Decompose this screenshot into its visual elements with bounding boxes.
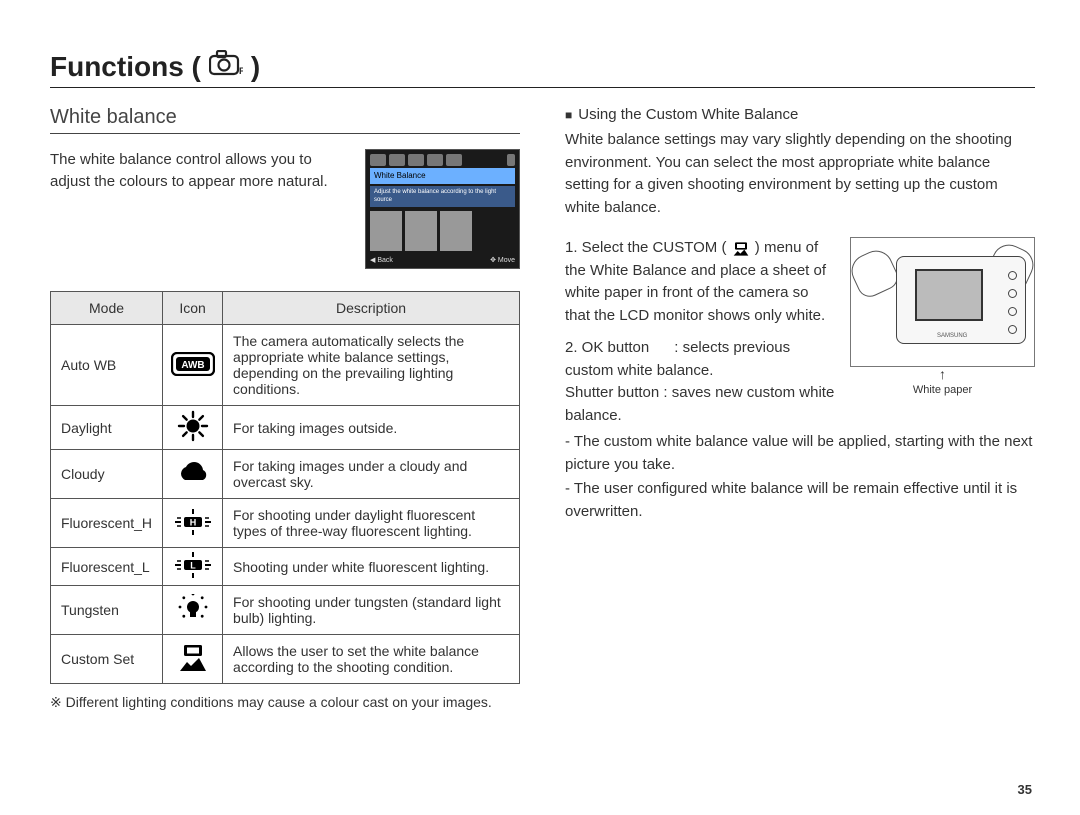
step-3: Shutter button : saves new custom white … [565, 382, 835, 427]
cell-desc: For taking images under a cloudy and ove… [223, 450, 520, 499]
table-row: Cloudy For taking images under a cloudy … [51, 450, 520, 499]
lcd-row-label: White Balance [370, 168, 515, 184]
title-text: Functions ( [50, 51, 201, 83]
table-footnote: ※ Different lighting conditions may caus… [50, 694, 520, 711]
right-column: Using the Custom White Balance White bal… [565, 106, 1035, 711]
cloud-icon [175, 461, 211, 488]
camera-figure: SAMSUNG ↑ White paper [850, 237, 1035, 427]
lcd-row-hint: Adjust the white balance according to th… [370, 186, 515, 207]
fluoL-icon: L [173, 552, 213, 581]
svg-text:H: H [189, 517, 196, 527]
cell-icon: AWB [163, 325, 223, 406]
th-mode: Mode [51, 292, 163, 325]
table-row: Custom Set Allows the user to set the wh… [51, 635, 520, 684]
table-row: Fluorescent_L L Shooting under white flu… [51, 548, 520, 586]
cell-icon [163, 406, 223, 450]
cell-mode: Fluorescent_L [51, 548, 163, 586]
sun-icon [177, 410, 209, 445]
svg-text:AWB: AWB [181, 360, 204, 371]
table-row: Fluorescent_H H For shooting under dayli… [51, 499, 520, 548]
cell-mode: Auto WB [51, 325, 163, 406]
camera-lcd-screenshot: White Balance Adjust the white balance a… [365, 149, 520, 269]
step1-pre: 1. Select the CUSTOM ( [565, 239, 726, 256]
title-close: ) [251, 51, 260, 83]
cell-mode: Custom Set [51, 635, 163, 684]
cell-desc: For taking images outside. [223, 406, 520, 450]
lcd-back: Back [377, 257, 393, 264]
cell-icon: H [163, 499, 223, 548]
cell-mode: Cloudy [51, 450, 163, 499]
arrow-up-icon: ↑ [850, 369, 1035, 380]
cell-mode: Daylight [51, 406, 163, 450]
cell-icon [163, 635, 223, 684]
fluoH-icon: H [173, 509, 213, 538]
step-2: 2. OK button : selects previous custom w… [565, 337, 835, 382]
table-row: Tungsten For shooting under tungsten (st… [51, 586, 520, 635]
page-title: Functions ( Fn ) [50, 50, 1035, 88]
table-row: Daylight For taking images outside. [51, 406, 520, 450]
table-row: Auto WB AWB The camera automatically sel… [51, 325, 520, 406]
right-heading: Using the Custom White Balance [565, 106, 1035, 123]
cell-icon [163, 450, 223, 499]
svg-text:L: L [190, 561, 196, 571]
bulb-icon [178, 594, 208, 627]
th-icon: Icon [163, 292, 223, 325]
figure-caption: White paper [850, 384, 1035, 396]
lcd-move: Move [498, 257, 515, 264]
cell-desc: The camera automatically selects the app… [223, 325, 520, 406]
cell-desc: Allows the user to set the white balance… [223, 635, 520, 684]
right-intro: White balance settings may vary slightly… [565, 129, 1035, 219]
custom-icon [176, 645, 210, 674]
intro-text: The white balance control allows you to … [50, 149, 353, 269]
cell-desc: For shooting under daylight fluorescent … [223, 499, 520, 548]
step2a: 2. OK button [565, 339, 649, 356]
cell-desc: Shooting under white fluorescent lightin… [223, 548, 520, 586]
th-desc: Description [223, 292, 520, 325]
page-number: 35 [1018, 782, 1032, 797]
step-1: 1. Select the CUSTOM ( ) menu of the Whi… [565, 237, 835, 327]
cell-mode: Fluorescent_H [51, 499, 163, 548]
section-title: White balance [50, 106, 520, 134]
white-balance-table: Mode Icon Description Auto WB AWB The ca… [50, 291, 520, 684]
bullet-1: - The custom white balance value will be… [565, 431, 1035, 476]
awb-icon: AWB [171, 352, 215, 379]
cell-mode: Tungsten [51, 586, 163, 635]
custom-wb-icon [731, 241, 751, 255]
bullet-2: - The user configured white balance will… [565, 478, 1035, 523]
cell-icon [163, 586, 223, 635]
svg-text:Fn: Fn [239, 66, 243, 76]
cell-desc: For shooting under tungsten (standard li… [223, 586, 520, 635]
camera-fn-icon: Fn [209, 50, 243, 83]
right-heading-text: Using the Custom White Balance [578, 106, 798, 123]
cell-icon: L [163, 548, 223, 586]
left-column: White balance The white balance control … [50, 106, 520, 711]
